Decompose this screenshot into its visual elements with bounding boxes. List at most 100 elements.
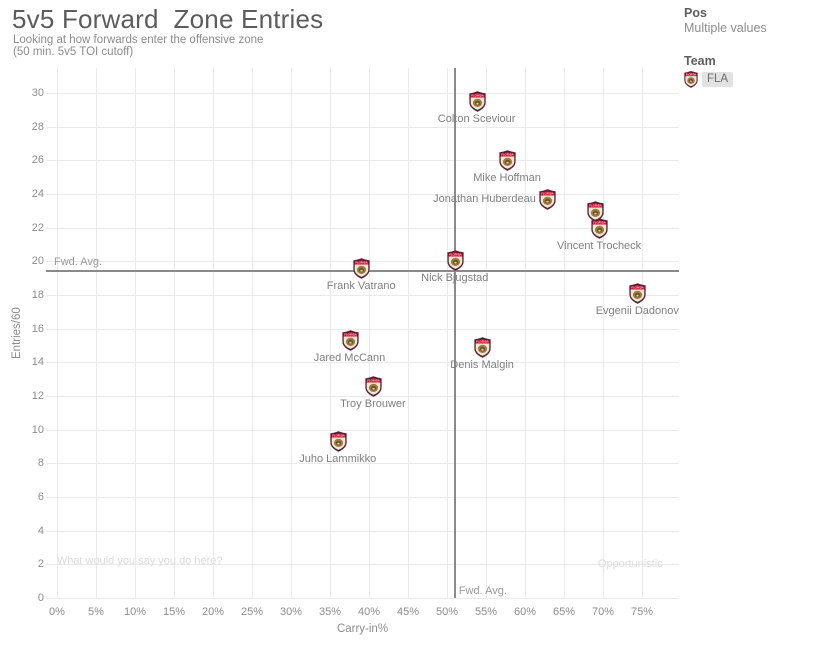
player-label: Frank Vatrano [326,280,396,293]
fla-panthers-shield-logo-icon: FLORIDA [353,258,370,279]
y-tick-label: 8 [37,457,44,470]
fla-panthers-shield-logo-icon: FLORIDA [629,283,646,305]
x-gridline [447,68,448,598]
y-tick-label: 2 [37,558,44,571]
fwd-avg-horizontal-label: Fwd. Avg. [54,256,103,269]
y-tick-label: 4 [37,524,44,537]
svg-text:FLORIDA: FLORIDA [686,73,697,76]
x-gridline [642,68,643,598]
player-label: Mike Hoffman [473,172,541,185]
x-gridline [603,68,604,598]
y-gridline [46,294,679,296]
y-gridline [46,463,679,465]
legend-panel: Pos Multiple values Team FLORIDA FLA [684,6,814,88]
x-tick-label: 70% [591,606,615,618]
annotation-text: What would you say you do here? [56,554,223,567]
player-point-marker[interactable]: FLORIDA [341,330,359,352]
player-point-marker[interactable]: FLORIDA [587,201,604,222]
fla-panthers-shield-logo-icon: FLORIDA [591,217,608,239]
svg-text:FLORIDA: FLORIDA [501,153,514,157]
y-gridline [46,530,679,532]
svg-text:FLORIDA: FLORIDA [632,286,645,290]
player-label: Colton Sceviour [437,113,516,126]
legend-team-chip[interactable]: FLA [702,72,734,87]
svg-text:FLORIDA: FLORIDA [332,434,345,438]
fwd-avg-vertical-label: Fwd. Avg. [458,585,507,597]
player-label: Denis Malgin [450,359,514,372]
x-tick-label: 25% [240,606,264,618]
player-point-marker[interactable]: FLORIDA [447,249,464,271]
legend-pos-header: Pos [684,6,707,20]
x-gridline [486,68,487,598]
y-tick-label: 26 [31,154,44,167]
fla-panthers-shield-logo-icon: FLORIDA [587,201,604,222]
y-tick-label: 10 [31,423,44,436]
fla-panthers-shield-logo-icon: FLORIDA [684,70,698,88]
y-gridline [46,193,679,195]
svg-text:FLORIDA: FLORIDA [471,94,484,98]
svg-text:FLORIDA: FLORIDA [593,220,606,224]
y-gridline [46,564,679,566]
y-tick-label: 22 [31,221,44,234]
player-point-marker[interactable]: FLORIDA [629,283,646,305]
svg-text:FLORIDA: FLORIDA [367,379,380,383]
y-gridline [46,160,679,162]
x-tick-label: 40% [357,606,381,618]
x-gridline [564,68,565,598]
y-gridline [46,126,679,128]
player-label: Troy Brouwer [340,397,406,410]
subtitle-line-1: Looking at how forwards enter the offens… [13,34,264,46]
player-point-marker[interactable]: FLORIDA [330,431,347,453]
svg-text:FLORIDA: FLORIDA [541,192,554,196]
player-point-marker[interactable]: FLORIDA [591,217,608,239]
player-label: Nick Bjugstad [421,271,489,284]
page-title: 5v5 Forward Zone Entries [12,4,324,34]
x-tick-label: 50% [435,606,459,618]
player-point-marker[interactable]: FLORIDA [365,376,382,397]
x-gridline [408,68,409,598]
player-point-marker[interactable]: FLORIDA [468,91,486,113]
y-gridline [46,395,679,397]
x-gridline [330,68,331,598]
x-gridline [213,68,214,598]
legend-team-item[interactable]: FLORIDA FLA [684,70,814,88]
x-gridline [525,68,526,598]
player-label: Evgenii Dadonov [595,305,679,318]
x-tick-label: 20% [201,606,225,618]
x-gridline [135,68,136,598]
subtitle-line-2: (50 min. 5v5 TOI cutoff) [13,46,134,58]
x-tick-label: 5% [88,606,104,618]
player-point-marker[interactable]: FLORIDA [353,258,370,279]
x-tick-label: 10% [123,606,147,618]
annotation-text: Opportunistic [597,558,663,571]
player-label: Juho Lammikko [299,453,377,466]
fla-panthers-shield-logo-icon: FLORIDA [330,431,347,453]
y-gridline [46,496,679,498]
fla-panthers-shield-logo-icon: FLORIDA [539,189,556,210]
x-gridline [174,68,175,598]
y-tick-label: 24 [31,187,44,200]
y-tick-label: 16 [31,322,44,335]
fla-panthers-shield-logo-icon: FLORIDA [365,376,382,397]
x-gridline [57,68,58,598]
y-tick-label: 18 [31,288,44,301]
fla-panthers-shield-logo-icon: FLORIDA [499,150,516,172]
y-gridline [46,227,679,229]
y-tick-label: 12 [31,389,44,402]
y-gridline [46,362,679,364]
player-label: Jared McCann [313,352,386,365]
legend-team-header: Team [684,54,716,68]
x-tick-label: 0% [49,606,65,618]
fla-panthers-shield-logo-icon: FLORIDA [468,91,486,113]
y-gridline [46,429,679,431]
x-tick-label: 45% [396,606,420,618]
fla-panthers-shield-logo-icon: FLORIDA [447,249,464,271]
player-point-marker[interactable]: FLORIDA [499,150,516,172]
x-gridline [291,68,292,598]
fla-panthers-shield-logo-icon: FLORIDA [474,337,491,358]
player-point-marker[interactable]: FLORIDA [474,337,491,358]
player-point-marker[interactable]: FLORIDA [539,189,556,210]
x-tick-label: 30% [279,606,303,618]
y-tick-label: 6 [37,490,44,503]
player-label: Vincent Trocheck [557,239,642,252]
